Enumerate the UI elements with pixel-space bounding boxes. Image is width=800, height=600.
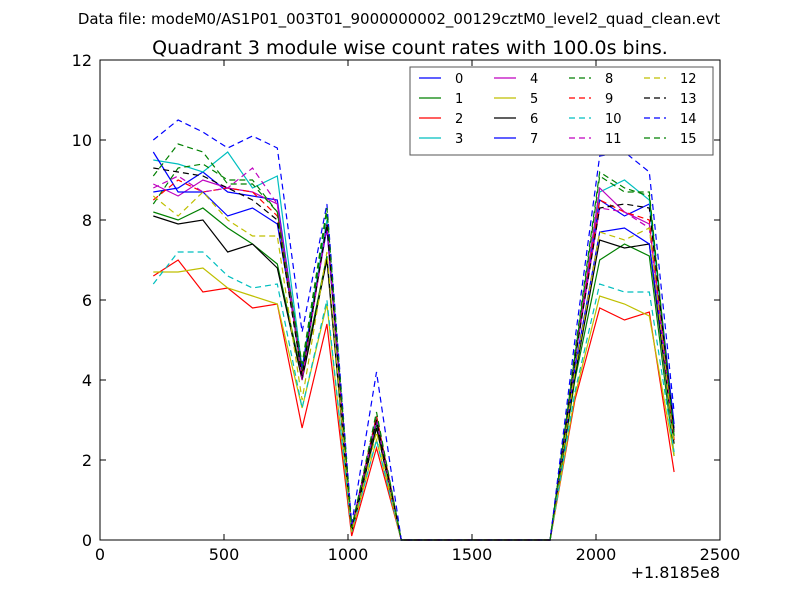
legend-label-15: 15 [680,132,697,147]
legend-label-5: 5 [530,92,538,107]
legend-label-3: 3 [455,132,463,147]
legend-label-10: 10 [605,112,622,127]
legend-box [409,66,714,156]
series-line-14 [152,119,675,541]
x-tick-label: 2000 [576,545,617,564]
legend-label-13: 13 [680,92,697,107]
chart-title: Quadrant 3 module wise count rates with … [152,37,668,59]
y-tick-label: 2 [82,451,92,470]
x-tick-label: 0 [95,545,105,564]
series-line-15 [152,143,675,541]
legend-label-14: 14 [680,112,697,127]
x-tick-label: 500 [209,545,240,564]
series-line-6 [153,215,675,541]
x-offset-label: +1.8185e8 [631,563,720,582]
legend-label-0: 0 [455,72,463,87]
y-tick-label: 4 [82,371,92,390]
series-line-5 [153,267,675,541]
legend-label-9: 9 [605,92,613,107]
legend-label-11: 11 [605,132,622,147]
series-line-13 [153,167,675,541]
series-line-12 [152,191,675,541]
legend-label-12: 12 [680,72,697,87]
plot-lines [152,119,675,541]
x-tick-label: 1500 [452,545,493,564]
legend-label-6: 6 [530,112,538,127]
data-file-label: Data file: modeM0/AS1P01_003T01_90000000… [78,10,720,29]
series-line-10 [152,251,675,541]
y-tick-label: 12 [72,51,92,70]
x-tick-label: 1000 [328,545,369,564]
legend-label-7: 7 [530,132,538,147]
legend-label-2: 2 [455,112,463,127]
y-tick-label: 6 [82,291,92,310]
y-tick-label: 8 [82,211,92,230]
legend-label-8: 8 [605,72,613,87]
legend-label-1: 1 [455,92,463,107]
legend-label-4: 4 [530,72,538,87]
y-tick-label: 0 [82,531,92,550]
y-tick-label: 10 [72,131,92,150]
x-tick-label: 2500 [700,545,741,564]
